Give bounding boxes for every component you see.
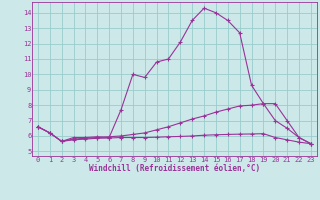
X-axis label: Windchill (Refroidissement éolien,°C): Windchill (Refroidissement éolien,°C): [89, 164, 260, 173]
